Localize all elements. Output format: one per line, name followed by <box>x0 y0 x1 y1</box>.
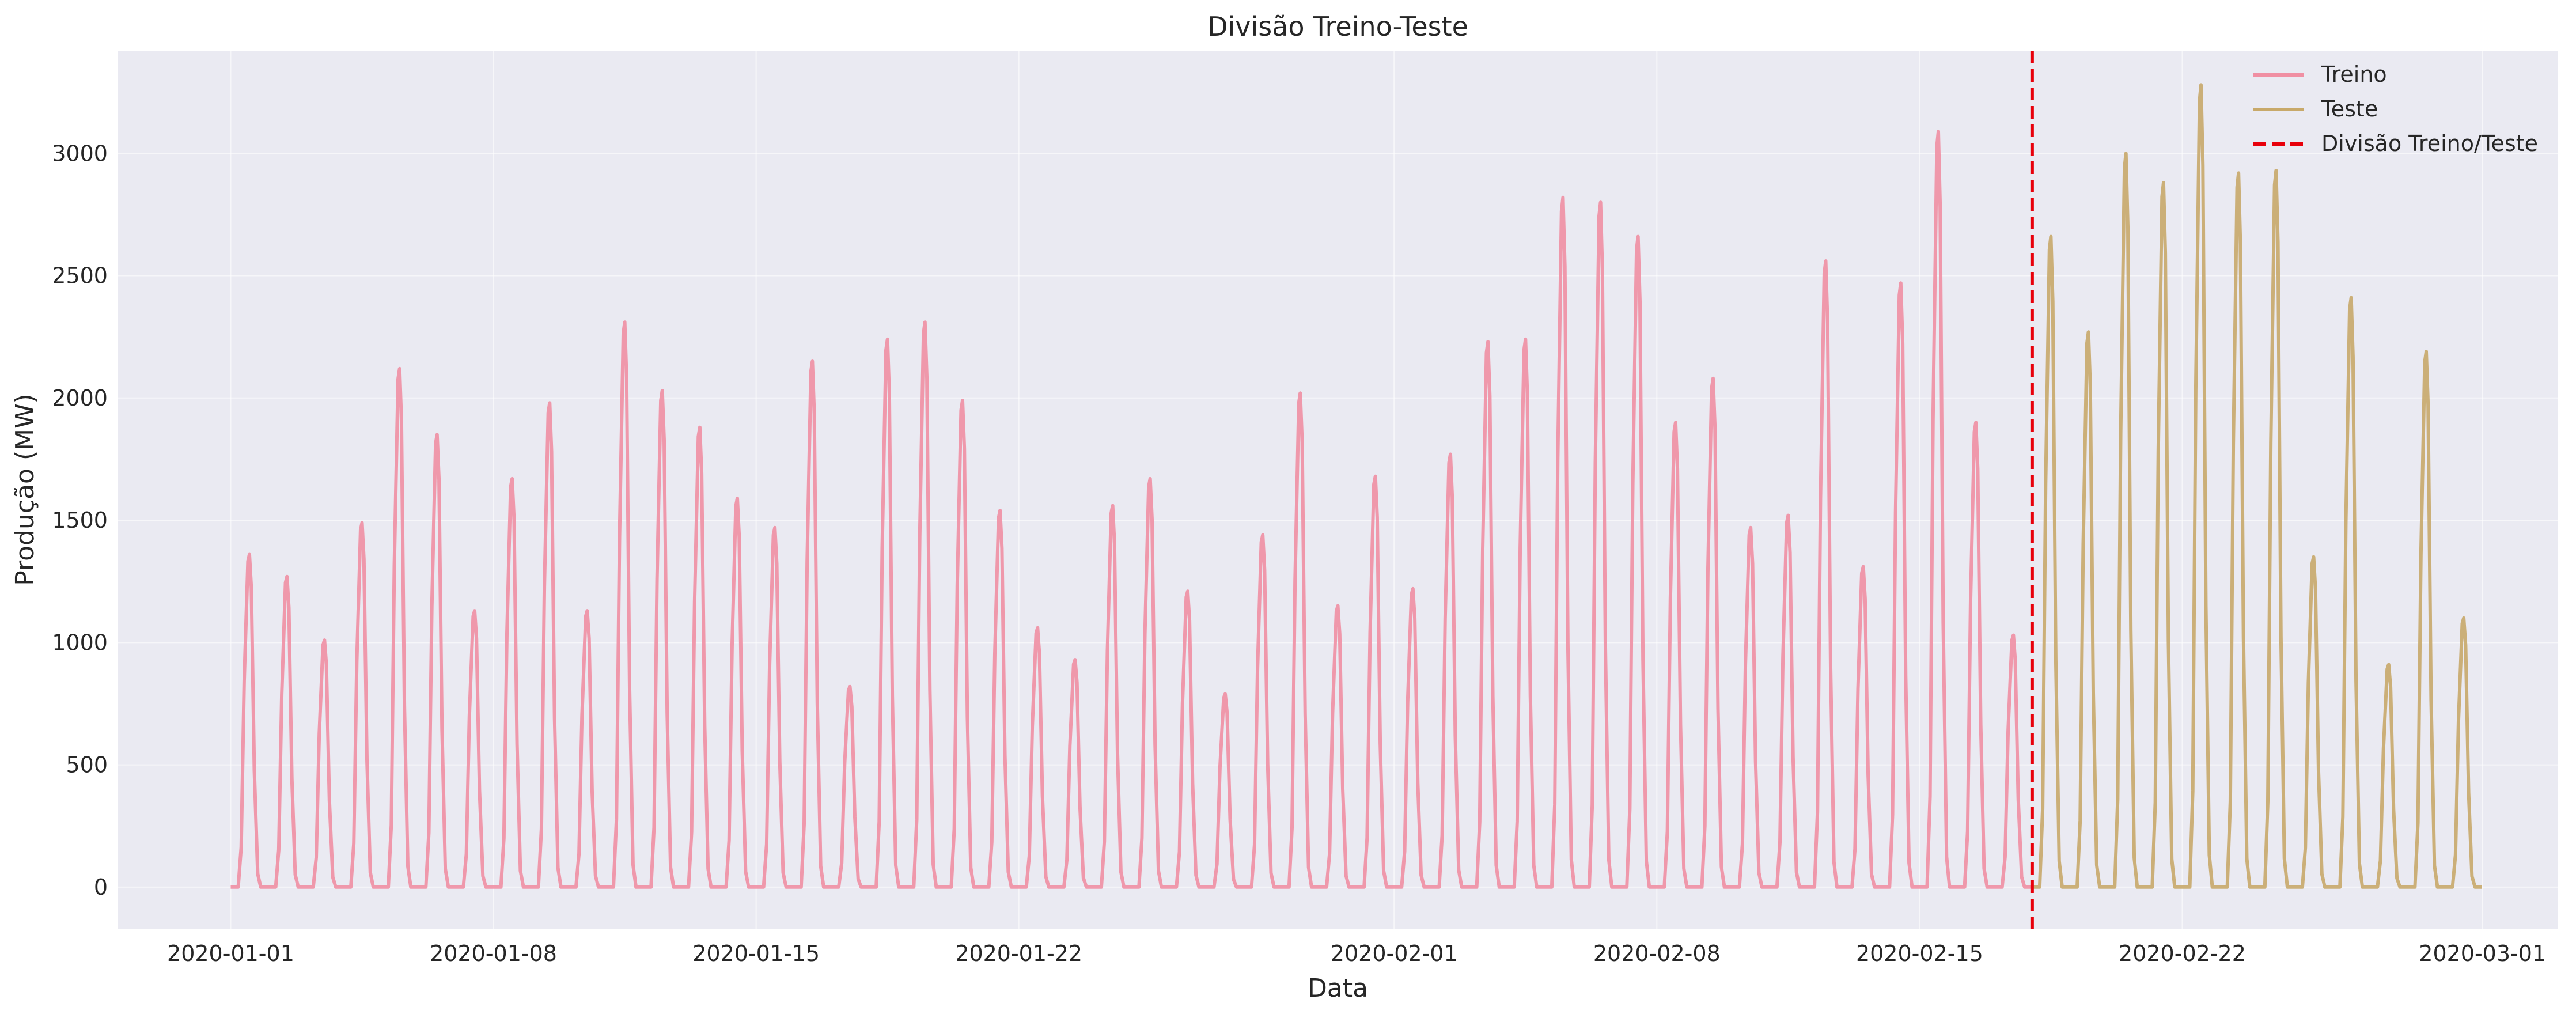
legend-label: Treino <box>2321 62 2387 87</box>
y-tick-labels: 0 500 1000 1500 2000 2500 3000 <box>52 141 108 900</box>
x-tick-label: 2020-01-01 <box>167 941 294 966</box>
series-line-treino <box>230 130 2032 889</box>
y-tick-label: 500 <box>66 752 108 778</box>
x-tick-label: 2020-01-15 <box>692 941 820 966</box>
legend-label: Divisão Treino/Teste <box>2321 131 2538 156</box>
x-axis-label: Data <box>1308 974 1368 1003</box>
y-axis-label: Produção (MW) <box>10 393 40 585</box>
x-tick-label: 2020-02-15 <box>1856 941 1983 966</box>
series-line-teste <box>2032 83 2482 889</box>
y-tick-label: 2500 <box>52 263 108 289</box>
grid <box>118 51 2558 929</box>
x-tick-labels: 2020-01-01 2020-01-08 2020-01-15 2020-01-22… <box>167 941 2546 966</box>
y-tick-label: 3000 <box>52 141 108 166</box>
plot-area <box>118 51 2558 929</box>
y-tick-label: 1500 <box>52 508 108 533</box>
legend-label: Teste <box>2321 96 2378 122</box>
y-tick-label: 2000 <box>52 385 108 411</box>
x-tick-label: 2020-02-22 <box>2119 941 2246 966</box>
x-tick-label: 2020-01-08 <box>430 941 557 966</box>
legend: Treino Teste Divisão Treino/Teste <box>2253 62 2538 156</box>
x-tick-label: 2020-02-01 <box>1331 941 1458 966</box>
x-tick-label: 2020-02-08 <box>1593 941 1721 966</box>
y-tick-label: 1000 <box>52 630 108 655</box>
chart-title: Divisão Treino-Teste <box>1207 11 1468 42</box>
x-tick-label: 2020-01-22 <box>955 941 1082 966</box>
x-tick-label: 2020-03-01 <box>2419 941 2546 966</box>
series-layer <box>230 51 2482 929</box>
y-tick-label: 0 <box>94 875 108 900</box>
